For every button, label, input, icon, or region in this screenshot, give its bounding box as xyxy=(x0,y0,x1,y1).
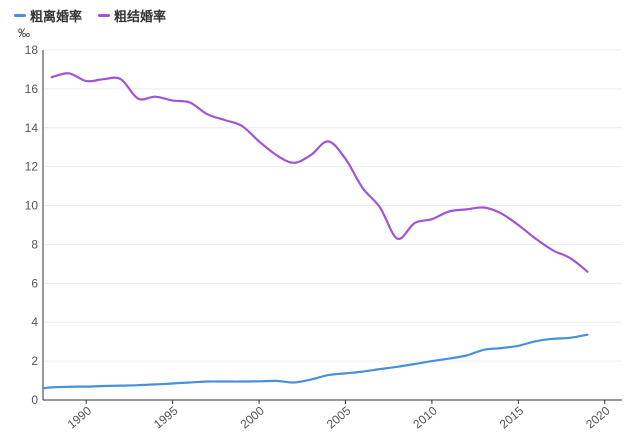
x-tick-label: 2005 xyxy=(324,403,354,431)
y-tick-label: 16 xyxy=(25,82,39,96)
y-tick-label: 0 xyxy=(31,393,38,407)
y-tick-label: 12 xyxy=(25,160,39,174)
y-axis-unit: ‰ xyxy=(18,26,30,40)
x-tick-label: 1995 xyxy=(151,403,181,431)
legend-item-marriage[interactable]: 粗结婚率 xyxy=(98,6,166,25)
series-line-divorce-rate xyxy=(41,333,589,390)
x-tick-label: 2000 xyxy=(238,403,268,431)
y-tick-label: 8 xyxy=(31,237,38,251)
x-tick-label: 2010 xyxy=(410,403,440,431)
series-line-marriage-rate xyxy=(50,72,589,273)
legend-swatch-marriage xyxy=(98,14,111,17)
legend-swatch-divorce xyxy=(14,14,26,17)
x-tick-label: 1990 xyxy=(65,403,95,431)
x-tick-label: 2020 xyxy=(583,403,613,431)
legend: 粗离婚率 粗结婚率 xyxy=(14,6,166,25)
x-tick-label: 2015 xyxy=(497,403,527,431)
y-tick-label: 4 xyxy=(31,315,38,329)
y-tick-label: 2 xyxy=(31,354,38,368)
y-tick-label: 6 xyxy=(31,276,38,290)
y-tick-label: 10 xyxy=(25,199,39,213)
legend-item-divorce[interactable]: 粗离婚率 xyxy=(14,6,82,25)
legend-label-marriage: 粗结婚率 xyxy=(114,9,167,24)
legend-label-divorce: 粗离婚率 xyxy=(30,9,83,24)
y-tick-label: 14 xyxy=(25,121,39,135)
y-tick-label: 18 xyxy=(25,43,39,57)
